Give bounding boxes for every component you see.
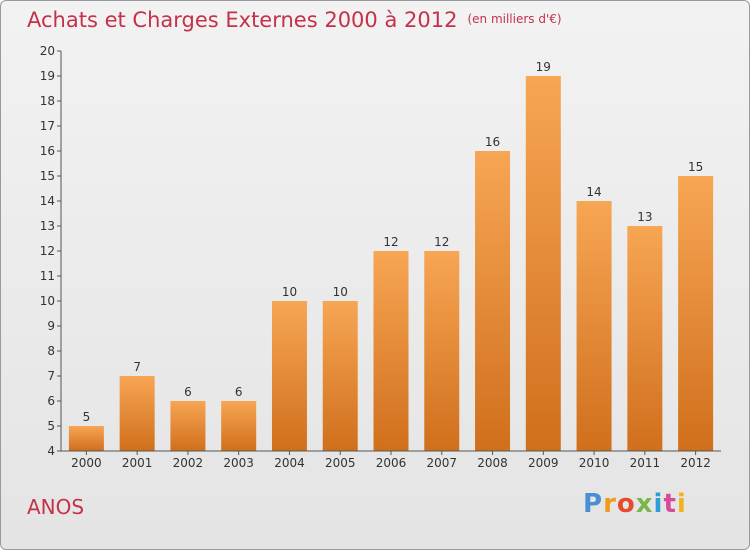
chart-title: Achats et Charges Externes 2000 à 2012 (e…: [27, 8, 562, 32]
x-axis: 2000 2001 2002 2003 2004 2005 2006 2007 2008 2009…: [61, 450, 721, 470]
x-tick-label: 2006: [376, 456, 407, 470]
bar: [576, 201, 612, 451]
x-tick-label: 2008: [477, 456, 508, 470]
y-tick-label: 10: [40, 294, 55, 308]
bar: [678, 176, 714, 451]
y-tick-label: 8: [47, 344, 55, 358]
bar-value-label: 6: [184, 385, 192, 399]
y-tick-label: 16: [40, 144, 55, 158]
x-tick-label: 2000: [71, 456, 102, 470]
x-tick-label: 2002: [173, 456, 204, 470]
x-tick-label: 2012: [680, 456, 711, 470]
location-name: ANOS: [27, 495, 85, 519]
bar-value-label: 15: [688, 160, 703, 174]
y-tick-label: 13: [40, 219, 55, 233]
y-tick-label: 5: [47, 419, 55, 433]
bar: [170, 401, 206, 451]
logo-letter: i: [653, 489, 664, 519]
logo-letter: i: [676, 489, 687, 519]
y-tick-label: 14: [40, 194, 55, 208]
x-tick-label: 2004: [274, 456, 305, 470]
y-tick-label: 12: [40, 244, 55, 258]
logo-letter: r: [603, 489, 617, 519]
y-tick-label: 15: [40, 169, 55, 183]
x-tick-label: 2005: [325, 456, 356, 470]
x-tick-label: 2011: [630, 456, 661, 470]
bar-value-label: 10: [333, 285, 348, 299]
bar: [322, 301, 358, 451]
bar: [119, 376, 155, 451]
x-tick-label: 2001: [122, 456, 153, 470]
bar-value-label: 7: [133, 360, 141, 374]
logo-letter: t: [663, 489, 677, 519]
bar: [373, 251, 409, 451]
y-tick-label: 17: [40, 119, 55, 133]
bar-value-label: 12: [434, 235, 449, 249]
bar: [424, 251, 460, 451]
y-tick-label: 9: [47, 319, 55, 333]
bar-value-label: 12: [383, 235, 398, 249]
bar: [475, 151, 511, 451]
x-tick-label: 2009: [528, 456, 559, 470]
y-tick-label: 19: [40, 69, 55, 83]
bar-value-label: 14: [586, 185, 601, 199]
y-tick-label: 7: [47, 369, 55, 383]
logo-letter: o: [616, 489, 636, 519]
bar: [525, 76, 561, 451]
logo-letter: x: [635, 489, 654, 519]
bars: 5 7 6 6 10 10 12 12 16 19 14 13 15: [68, 60, 714, 451]
x-tick-label: 2007: [426, 456, 457, 470]
bar: [271, 301, 307, 451]
x-tick-label: 2003: [223, 456, 254, 470]
logo-letter: P: [583, 489, 604, 519]
bar-value-label: 5: [83, 410, 91, 424]
y-tick-label: 18: [40, 94, 55, 108]
bar-value-label: 10: [282, 285, 297, 299]
bar: [627, 226, 663, 451]
y-axis: 4 5 6 7 8 9 10 11 12 13 14 15 16 17 18 19 20: [40, 44, 62, 458]
chart-title-text: Achats et Charges Externes 2000 à 2012: [27, 8, 458, 32]
y-tick-label: 11: [40, 269, 55, 283]
y-tick-label: 20: [40, 44, 55, 58]
proxiti-logo: Proxiti: [583, 489, 687, 519]
bar-value-label: 16: [485, 135, 500, 149]
bar-value-label: 6: [235, 385, 243, 399]
bar-value-label: 19: [536, 60, 551, 74]
chart-subtitle: (en milliers d'€): [467, 12, 562, 26]
bar: [221, 401, 257, 451]
x-tick-label: 2010: [579, 456, 610, 470]
bar: [68, 426, 104, 451]
y-tick-label: 6: [47, 394, 55, 408]
y-tick-label: 4: [47, 444, 55, 458]
bar-value-label: 13: [637, 210, 652, 224]
